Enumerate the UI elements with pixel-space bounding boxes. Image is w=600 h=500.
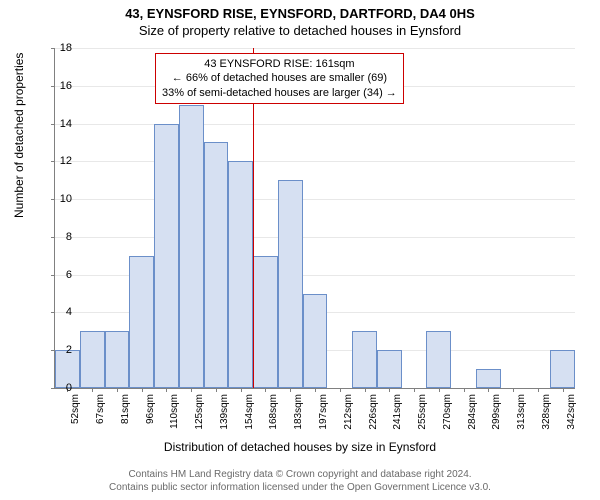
x-tick-label: 270sqm: [442, 394, 453, 430]
x-tick-label: 154sqm: [244, 394, 255, 430]
x-tick-mark: [216, 388, 217, 392]
footer-attribution: Contains HM Land Registry data © Crown c…: [0, 468, 600, 494]
histogram-bar: [278, 180, 303, 388]
x-axis-label: Distribution of detached houses by size …: [0, 440, 600, 454]
x-tick-mark: [414, 388, 415, 392]
y-tick-label: 18: [52, 42, 72, 54]
title-sub: Size of property relative to detached ho…: [0, 21, 600, 38]
histogram-bar: [352, 331, 377, 388]
annotation-line-2: ← 66% of detached houses are smaller (69…: [162, 71, 397, 85]
x-tick-mark: [265, 388, 266, 392]
x-tick-label: 197sqm: [318, 394, 329, 430]
plot-area: 43 EYNSFORD RISE: 161sqm← 66% of detache…: [54, 48, 575, 389]
x-tick-label: 125sqm: [194, 394, 205, 430]
y-tick-label: 2: [52, 344, 72, 356]
x-tick-mark: [117, 388, 118, 392]
x-tick-mark: [538, 388, 539, 392]
gridline: [55, 237, 575, 238]
gridline: [55, 48, 575, 49]
x-tick-mark: [563, 388, 564, 392]
histogram-bar: [105, 331, 130, 388]
x-tick-mark: [191, 388, 192, 392]
x-tick-mark: [92, 388, 93, 392]
histogram-bar: [303, 294, 328, 388]
y-tick-label: 10: [52, 193, 72, 205]
x-tick-label: 139sqm: [219, 394, 230, 430]
histogram-bar: [179, 105, 204, 388]
histogram-bar: [129, 256, 154, 388]
x-tick-mark: [365, 388, 366, 392]
y-tick-label: 12: [52, 155, 72, 167]
x-tick-label: 255sqm: [417, 394, 428, 430]
y-tick-label: 6: [52, 269, 72, 281]
y-tick-label: 4: [52, 306, 72, 318]
histogram-bar: [228, 161, 253, 388]
y-tick-label: 8: [52, 231, 72, 243]
x-tick-label: 226sqm: [368, 394, 379, 430]
x-tick-mark: [241, 388, 242, 392]
y-tick-label: 14: [52, 118, 72, 130]
x-tick-mark: [439, 388, 440, 392]
histogram-bar: [204, 142, 229, 388]
x-tick-label: 110sqm: [169, 394, 180, 429]
histogram-bar: [80, 331, 105, 388]
histogram-bar: [253, 256, 278, 388]
x-tick-mark: [488, 388, 489, 392]
footer-line-2: Contains public sector information licen…: [0, 481, 600, 494]
annotation-line-1: 43 EYNSFORD RISE: 161sqm: [162, 57, 397, 71]
x-tick-label: 96sqm: [145, 394, 156, 424]
x-tick-mark: [315, 388, 316, 392]
x-tick-label: 342sqm: [566, 394, 577, 430]
y-tick-label: 0: [52, 382, 72, 394]
x-tick-mark: [340, 388, 341, 392]
annotation-line-3: 33% of semi-detached houses are larger (…: [162, 86, 397, 100]
x-tick-label: 67sqm: [95, 394, 106, 424]
y-axis-label: Number of detached properties: [12, 53, 26, 218]
histogram-bar: [476, 369, 501, 388]
annotation-box: 43 EYNSFORD RISE: 161sqm← 66% of detache…: [155, 53, 404, 104]
gridline: [55, 161, 575, 162]
x-tick-label: 183sqm: [293, 394, 304, 430]
x-tick-label: 299sqm: [491, 394, 502, 430]
x-tick-mark: [166, 388, 167, 392]
histogram-bar: [426, 331, 451, 388]
gridline: [55, 199, 575, 200]
x-tick-mark: [464, 388, 465, 392]
histogram-bar: [550, 350, 575, 388]
x-tick-label: 328sqm: [541, 394, 552, 430]
title-main: 43, EYNSFORD RISE, EYNSFORD, DARTFORD, D…: [0, 0, 600, 21]
x-tick-label: 284sqm: [467, 394, 478, 430]
x-tick-label: 212sqm: [343, 394, 354, 430]
x-tick-label: 241sqm: [392, 394, 403, 430]
x-tick-label: 168sqm: [268, 394, 279, 430]
x-tick-mark: [290, 388, 291, 392]
histogram-bar: [377, 350, 402, 388]
x-tick-label: 52sqm: [70, 394, 81, 424]
x-tick-label: 313sqm: [516, 394, 527, 430]
x-tick-mark: [142, 388, 143, 392]
footer-line-1: Contains HM Land Registry data © Crown c…: [0, 468, 600, 481]
gridline: [55, 124, 575, 125]
x-tick-label: 81sqm: [120, 394, 131, 424]
x-tick-mark: [513, 388, 514, 392]
histogram-bar: [154, 124, 179, 388]
y-tick-label: 16: [52, 80, 72, 92]
x-tick-mark: [389, 388, 390, 392]
